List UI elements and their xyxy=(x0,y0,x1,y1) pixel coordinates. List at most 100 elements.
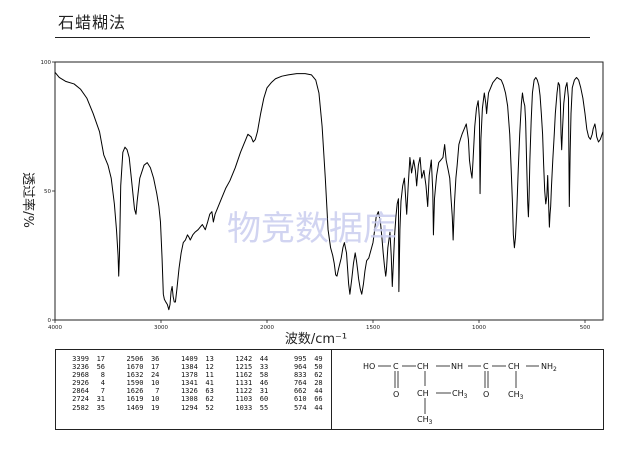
peak-wavenumber: 995 xyxy=(293,355,307,363)
peak-table-row: 964 50 xyxy=(278,363,332,371)
peak-transmittance: 17 xyxy=(96,355,105,363)
peak-table-row: 662 44 xyxy=(278,387,332,395)
peak-wavenumber: 662 xyxy=(293,387,307,396)
peak-wavenumber: 1308 xyxy=(180,395,198,404)
peak-wavenumber: 1619 xyxy=(126,395,144,404)
peak-transmittance: 31 xyxy=(96,395,105,404)
atom-nh2-sub: 2 xyxy=(553,366,557,373)
peak-transmittance: 28 xyxy=(314,379,323,388)
peak-transmittance: 7 xyxy=(155,387,160,396)
peak-table-row: 1162 58 xyxy=(223,371,277,379)
atom-ch1: CH xyxy=(417,362,429,371)
peak-transmittance: 10 xyxy=(150,379,160,388)
peak-transmittance: 44 xyxy=(314,403,323,412)
x-tick-label: 1500 xyxy=(366,325,380,331)
peak-table-row: 1626 7 xyxy=(114,387,168,395)
peak-transmittance: 49 xyxy=(314,355,323,363)
peak-wavenumber: 3399 xyxy=(72,355,89,363)
page-title: 石蜡糊法 xyxy=(58,13,127,32)
structure-svg: HO C CH NH C CH NH2 O O CH CH3 CH3 CH3 xyxy=(363,362,557,426)
peak-table-row: 1670 17 xyxy=(114,363,168,371)
peak-table-row: 1632 24 xyxy=(114,371,168,379)
atom-ch3-a-sub: 3 xyxy=(464,393,468,400)
axis-ticks: 4000 3000 2000 1500 1000 500 0 50 100 xyxy=(41,60,591,331)
structure-bonds xyxy=(378,365,539,414)
peak-table-row: 1384 12 xyxy=(169,363,223,371)
peak-wavenumber: 2926 xyxy=(72,379,89,388)
peak-transmittance: 46 xyxy=(259,379,269,388)
peak-wavenumber: 1626 xyxy=(126,387,144,396)
peak-wavenumber: 1033 xyxy=(235,403,253,412)
peak-transmittance: 10 xyxy=(150,395,160,404)
atom-nh: NH xyxy=(451,362,463,371)
peak-table-row: 1619 10 xyxy=(114,395,168,403)
atom-ch2: CH xyxy=(508,362,520,371)
peak-wavenumber: 2864 xyxy=(72,387,89,396)
peak-wavenumber: 1242 xyxy=(235,355,253,363)
peak-transmittance: 55 xyxy=(259,403,269,412)
title-divider xyxy=(55,37,590,38)
peak-wavenumber: 2968 xyxy=(72,371,89,380)
y-axis-label: 透过率/% xyxy=(20,172,36,228)
peak-table-row: 1590 10 xyxy=(114,379,168,387)
atom-nh2: NH2 xyxy=(541,362,557,373)
peak-table-row: 2968 8 xyxy=(60,371,114,379)
peak-wavenumber: 764 xyxy=(293,379,307,388)
peak-wavenumber: 1162 xyxy=(235,371,253,380)
peak-table-row: 2926 4 xyxy=(60,379,114,387)
watermark: 物竞数据库 xyxy=(227,209,397,249)
x-tick-label: 4000 xyxy=(48,325,62,331)
peak-transmittance: 19 xyxy=(150,403,160,412)
peak-transmittance: 24 xyxy=(150,371,160,380)
peak-transmittance: 63 xyxy=(205,387,214,396)
y-tick-label: 50 xyxy=(44,189,51,195)
peak-table-row: 1103 60 xyxy=(223,395,277,403)
atom-ch3-b-text: CH xyxy=(508,390,520,399)
peak-table-row: 2864 7 xyxy=(60,387,114,395)
peak-wavenumber: 2506 xyxy=(126,355,144,363)
ir-spectrum-chart: 4000 3000 2000 1500 1000 500 0 50 100 物竞数据库 波数/c… xyxy=(20,60,604,345)
peak-transmittance: 36 xyxy=(150,355,160,363)
peak-transmittance: 66 xyxy=(314,395,323,404)
peak-wavenumber: 1632 xyxy=(126,371,144,380)
peak-transmittance: 62 xyxy=(205,395,214,404)
peak-transmittance: 52 xyxy=(205,403,214,412)
peak-wavenumber: 1590 xyxy=(126,379,144,388)
atom-ch3-b-sub: 3 xyxy=(520,394,524,401)
peak-transmittance: 33 xyxy=(259,363,269,372)
peak-wavenumber: 1469 xyxy=(126,403,144,412)
atom-ho: HO xyxy=(363,362,375,371)
peak-transmittance: 50 xyxy=(314,363,323,372)
structure-diagram: HO C CH NH C CH NH2 O O CH CH3 CH3 CH3 xyxy=(331,349,604,430)
peak-transmittance: 8 xyxy=(100,371,105,380)
peak-table-row: 2506 36 xyxy=(114,355,168,363)
peak-table-column: 2506 36 1670 17 1632 24 1590 10 1626 7 1619 10 1469 1… xyxy=(114,355,168,429)
atom-ch3-a: CH3 xyxy=(452,389,468,400)
peak-wavenumber: 1341 xyxy=(180,379,198,388)
peak-wavenumber: 574 xyxy=(293,403,307,412)
y-axis-label-group: 透过率/% xyxy=(20,172,36,228)
peak-table-row: 1215 33 xyxy=(223,363,277,371)
peak-transmittance: 60 xyxy=(259,395,269,404)
peak-transmittance: 11 xyxy=(205,371,214,380)
atom-ch3-c-text: CH xyxy=(417,415,429,424)
peak-transmittance: 62 xyxy=(314,371,323,380)
peak-wavenumber: 1215 xyxy=(235,363,253,372)
peak-wavenumber: 833 xyxy=(293,371,307,380)
peak-table-row: 1033 55 xyxy=(223,404,277,412)
peak-table-row: 1242 44 xyxy=(223,355,277,363)
peak-transmittance: 44 xyxy=(259,355,269,363)
peak-table-column: 1242 44 1215 33 1162 58 1131 46 1122 31 1103 60 1033… xyxy=(223,355,277,429)
structure-atoms: HO C CH NH C CH NH2 O O CH CH3 CH3 CH3 xyxy=(363,362,557,426)
peak-transmittance: 12 xyxy=(205,363,214,372)
peak-transmittance: 58 xyxy=(259,371,269,380)
peak-wavenumber: 1384 xyxy=(180,363,198,372)
atom-ch3-a-text: CH xyxy=(452,389,464,398)
plot-area xyxy=(54,61,604,321)
peak-table-row: 3236 56 xyxy=(60,363,114,371)
peak-wavenumber: 1103 xyxy=(235,395,253,404)
plot-frame xyxy=(54,61,604,321)
peak-wavenumber: 2724 xyxy=(72,395,89,404)
peak-table-row: 574 44 xyxy=(278,404,332,412)
peak-transmittance: 4 xyxy=(100,379,105,388)
